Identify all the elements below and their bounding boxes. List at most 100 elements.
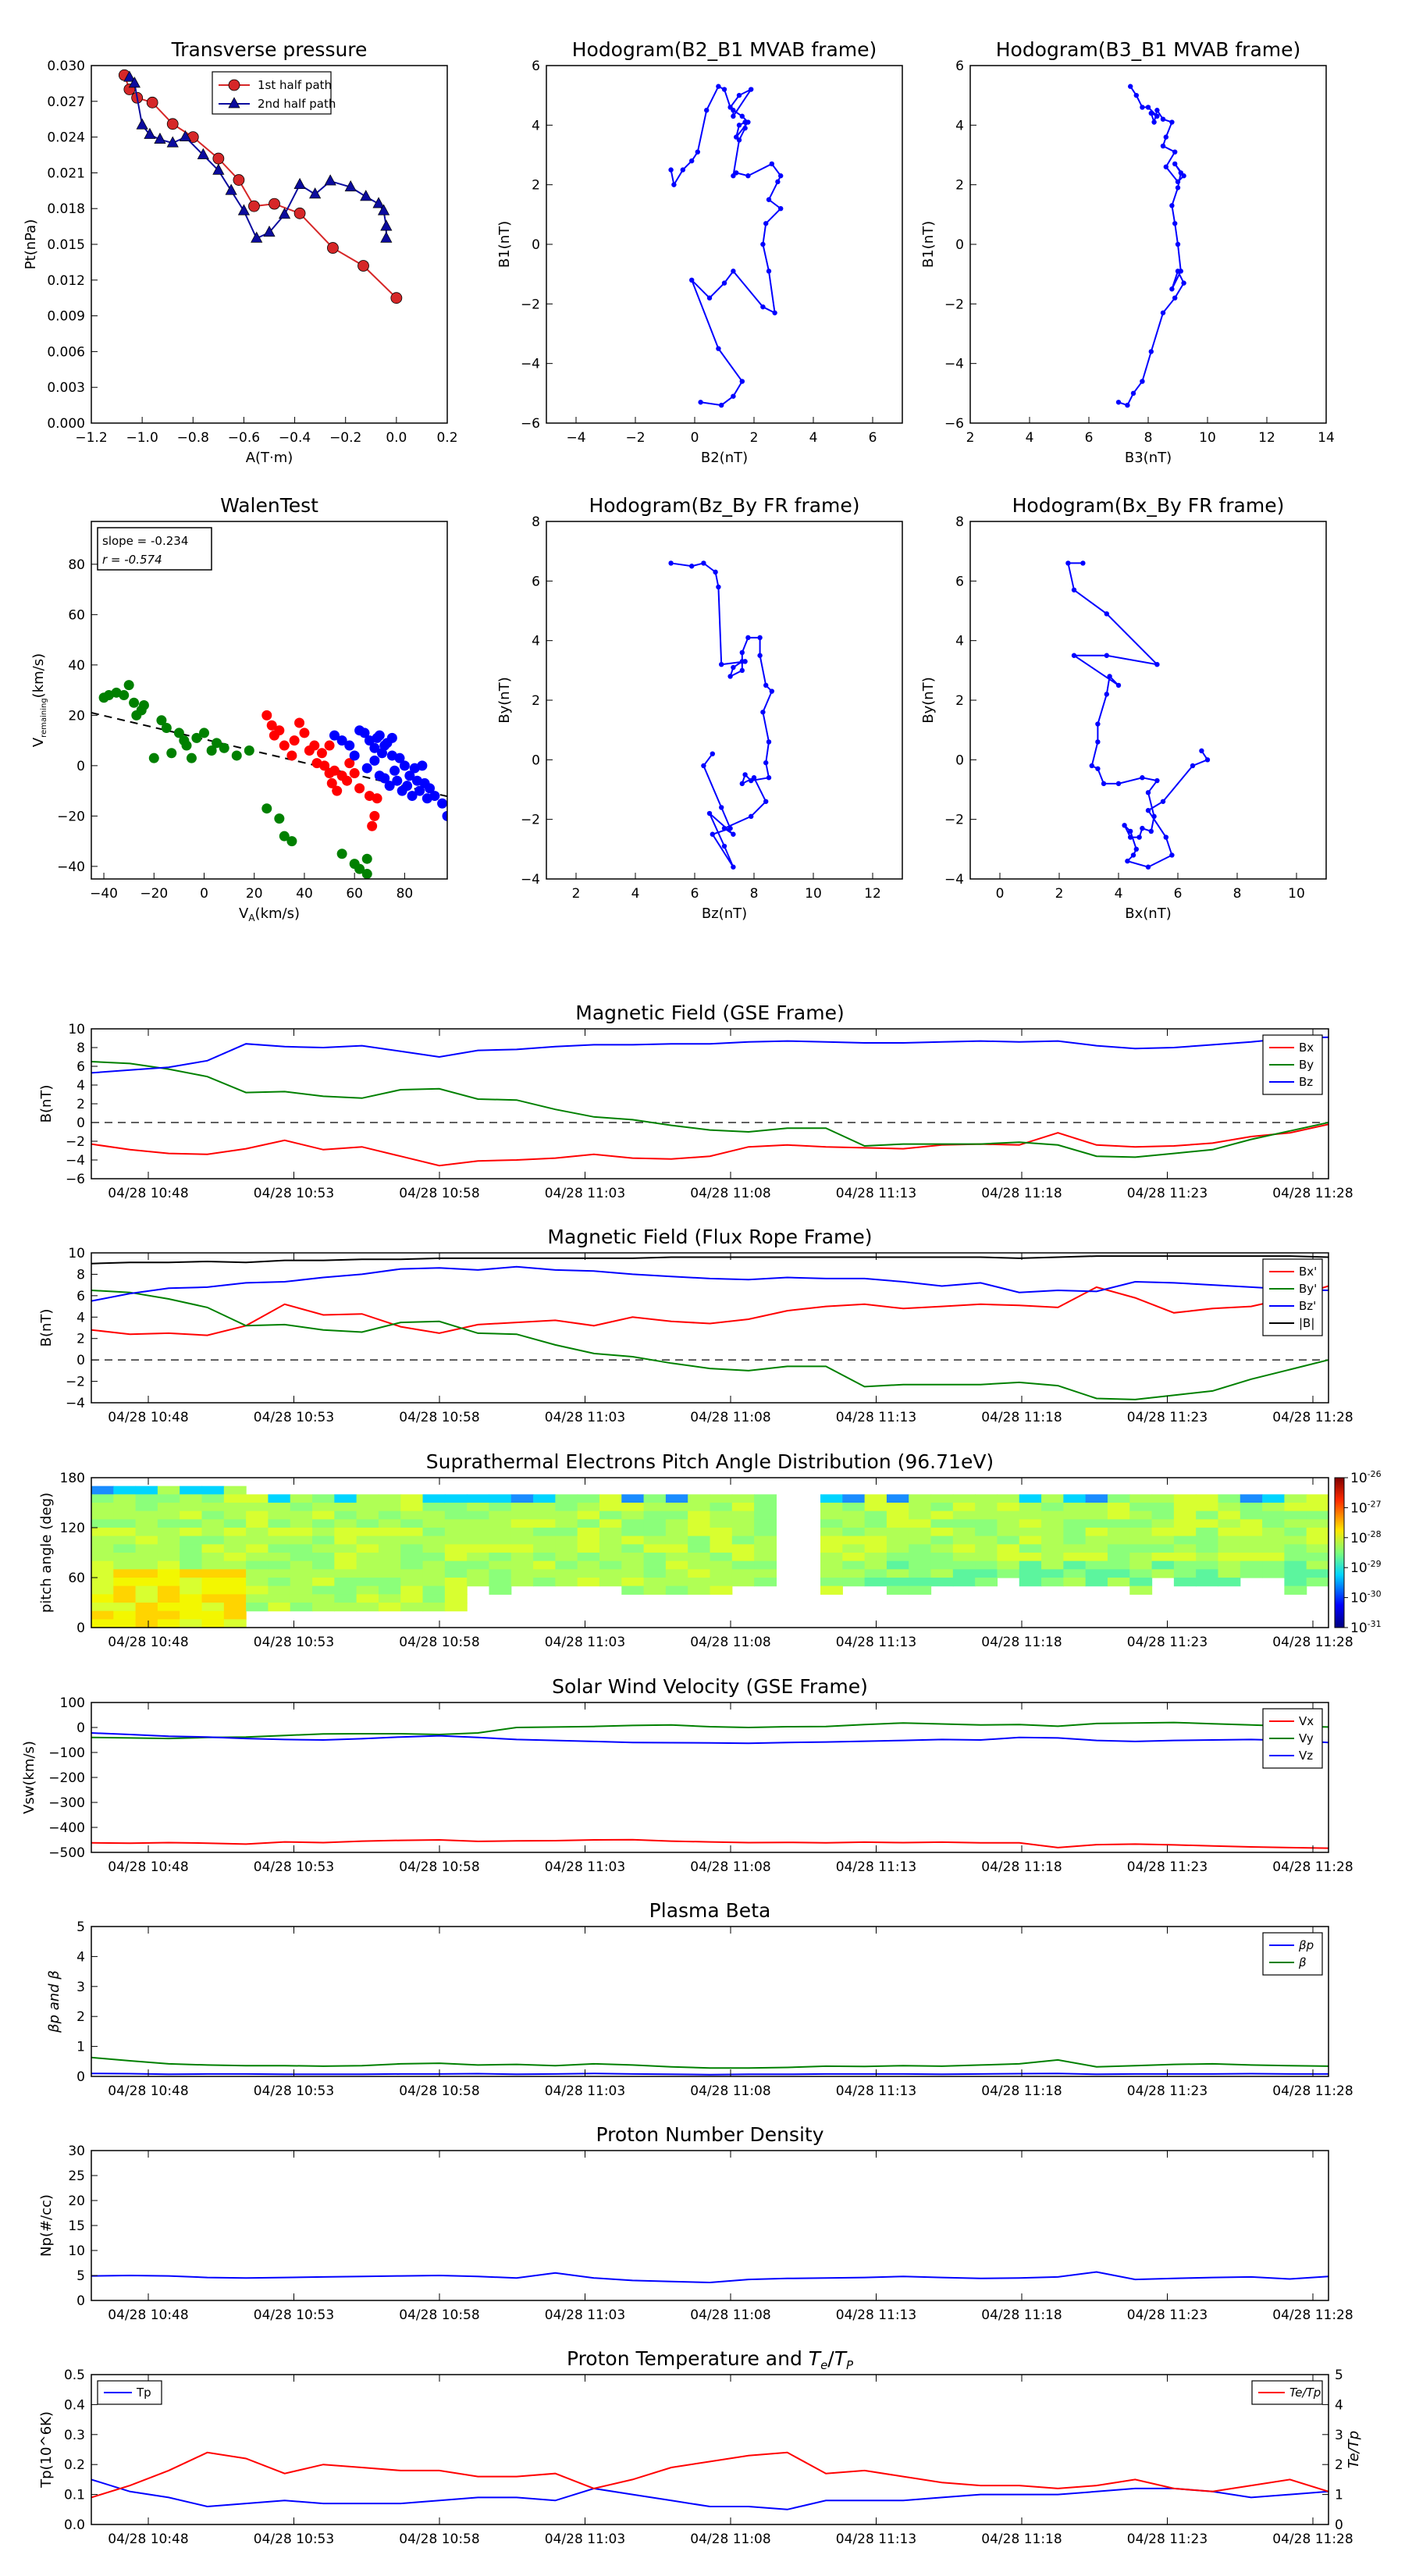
pad-cell <box>180 1585 203 1595</box>
tp-point <box>309 187 322 199</box>
bgse-series-2-line <box>91 1036 1329 1074</box>
pad-cell <box>135 1560 158 1570</box>
vsw-xtick-label: 04/28 11:03 <box>545 1859 625 1875</box>
pad-cell <box>180 1519 203 1528</box>
pad-cell <box>975 1569 998 1578</box>
pad-cell <box>621 1535 645 1545</box>
bgse-ytick-label: 0 <box>76 1115 85 1131</box>
pad-cell <box>91 1485 114 1495</box>
pad-cell <box>312 1585 335 1595</box>
pad-cell <box>1284 1519 1307 1528</box>
pad-cell <box>378 1510 401 1520</box>
pad-cell <box>1107 1510 1130 1520</box>
tp-point <box>324 174 336 186</box>
tpr-plot-area <box>91 2451 1329 2510</box>
pad-cell <box>378 1544 401 1553</box>
pad-cell <box>334 1510 357 1520</box>
pad-cell <box>201 1610 225 1620</box>
pad-cell <box>223 1553 247 1562</box>
pad-cell <box>1173 1519 1197 1528</box>
pad-cell <box>886 1535 909 1545</box>
pad-xtick-label: 04/28 11:28 <box>1272 1635 1353 1650</box>
pad-cell <box>665 1569 688 1578</box>
pad-colorbar-label: 10-31 <box>1350 1619 1382 1636</box>
pad-cell <box>312 1510 335 1520</box>
pad-cell <box>180 1528 203 1537</box>
pad-cell <box>91 1503 114 1512</box>
bgse-ytick-label: 6 <box>76 1059 85 1075</box>
bfr-plot-area <box>91 1255 1329 1400</box>
pad-cell <box>688 1503 711 1512</box>
pad-xtick-label: 04/28 11:13 <box>836 1635 916 1650</box>
tp-ytick-label: 0.030 <box>47 59 85 74</box>
pad-cell <box>1196 1535 1219 1545</box>
h1-point <box>742 125 748 131</box>
walen-point <box>286 836 297 847</box>
pad-cell <box>246 1519 269 1528</box>
pad-cell <box>1196 1494 1219 1503</box>
h2-point <box>1160 116 1166 122</box>
pad-cell <box>864 1544 887 1553</box>
pad-cell <box>997 1494 1020 1503</box>
pad-cell <box>1173 1560 1197 1570</box>
tpr-ytick-label: 0.0 <box>64 2517 85 2533</box>
pad-cell <box>1063 1544 1087 1553</box>
pad-cell <box>312 1535 335 1545</box>
bgse-ytick-label: 4 <box>76 1078 85 1094</box>
pad-cell <box>135 1510 158 1520</box>
pad-cell <box>113 1585 137 1595</box>
pad-cell <box>201 1585 225 1595</box>
pad-cell <box>1306 1569 1329 1578</box>
tp-point <box>248 200 260 212</box>
pad-cell <box>113 1553 137 1562</box>
pad-cell <box>1240 1544 1263 1553</box>
pad-ytick-label: 180 <box>60 1471 85 1486</box>
pad-cell <box>422 1553 446 1562</box>
walen-point <box>266 720 277 731</box>
pad-cell <box>886 1544 909 1553</box>
pad-cell <box>975 1494 998 1503</box>
walen-point <box>349 750 360 761</box>
h1-ytick-label: 4 <box>532 118 540 133</box>
walen-point <box>425 783 436 794</box>
walen-point <box>359 728 370 738</box>
h2-point <box>1154 113 1160 119</box>
pad-cell <box>422 1585 446 1595</box>
pad-cell <box>201 1485 225 1495</box>
pad-cell <box>909 1553 932 1562</box>
walen-slope-text: slope = -0.234 <box>102 534 188 548</box>
pad-cell <box>201 1544 225 1553</box>
walen-point <box>442 810 447 821</box>
pad-cell <box>510 1578 534 1587</box>
walen-ytick-label: −20 <box>57 809 85 824</box>
pad-cell <box>688 1528 711 1537</box>
pad-cell <box>1129 1519 1153 1528</box>
pad-cell <box>113 1544 137 1553</box>
pad-cell <box>1129 1569 1153 1578</box>
h4-point <box>1089 763 1095 769</box>
pad-cell <box>467 1510 490 1520</box>
pad-cell <box>157 1535 180 1545</box>
h1-point <box>668 167 674 173</box>
pad-cell <box>113 1594 137 1603</box>
pad-cell <box>201 1535 225 1545</box>
pad-cell <box>356 1560 379 1570</box>
tpr-title: Proton Temperature and Te/TP <box>567 2347 854 2372</box>
pad-cell <box>599 1528 622 1537</box>
pad-cell <box>444 1585 468 1595</box>
pad-cell <box>731 1578 755 1587</box>
pad-cell <box>842 1560 866 1570</box>
pad-cell <box>356 1494 379 1503</box>
pad-cell <box>334 1594 357 1603</box>
walen-point <box>148 753 159 763</box>
bfr-ytick-label: 6 <box>76 1289 85 1304</box>
h2-plot-area <box>1115 84 1186 408</box>
pad-cell <box>268 1519 291 1528</box>
h3-point <box>739 781 745 787</box>
walen-xtick-label: 40 <box>296 886 313 902</box>
tpr-xtick-label: 04/28 10:48 <box>108 2532 188 2547</box>
pad-cell <box>312 1503 335 1512</box>
pad-cell <box>997 1528 1020 1537</box>
pad-cell <box>135 1594 158 1603</box>
pad-colorbar-label: 10-27 <box>1350 1499 1382 1516</box>
